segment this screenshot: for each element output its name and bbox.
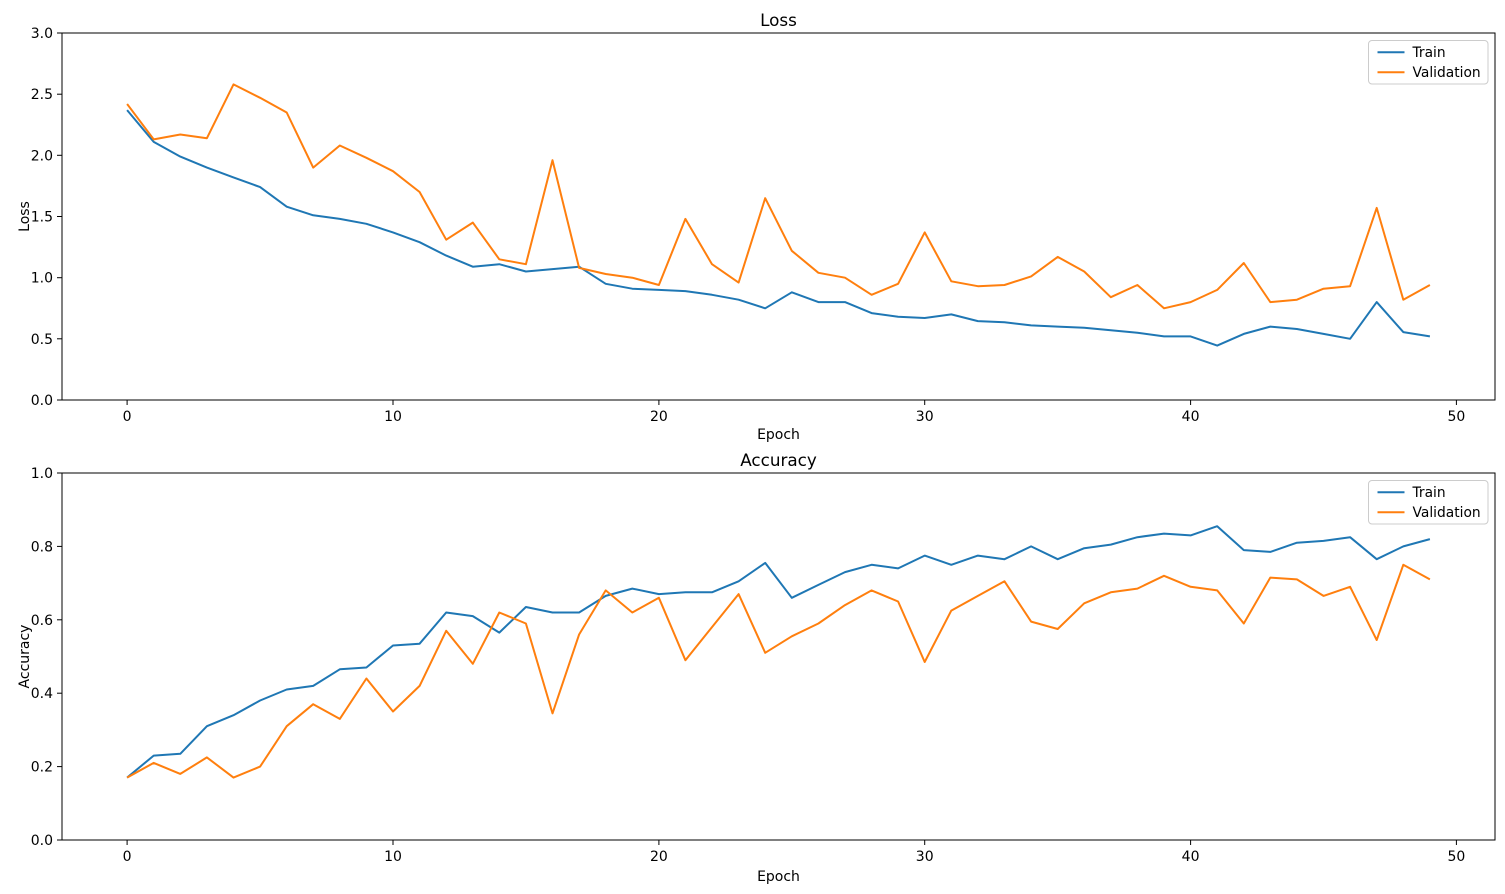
- loss-x-tick-label: 20: [650, 409, 668, 425]
- loss-x-tick-label: 40: [1182, 409, 1200, 425]
- accuracy-x-tick-label: 30: [916, 849, 934, 865]
- loss-legend-train-label: Train: [1412, 45, 1446, 61]
- accuracy-x-tick-label: 50: [1447, 849, 1465, 865]
- loss-y-tick-label: 2.5: [31, 87, 53, 103]
- loss-x-tick-label: 10: [384, 409, 402, 425]
- accuracy-y-tick-label: 0.0: [31, 833, 53, 849]
- accuracy-x-tick-label: 0: [123, 849, 132, 865]
- loss-y-axis-label: Loss: [17, 201, 33, 232]
- loss-y-tick-label: 3.0: [31, 26, 53, 42]
- loss-legend-validation-label: Validation: [1413, 65, 1481, 81]
- loss-y-tick-label: 2.0: [31, 148, 53, 164]
- accuracy-x-tick-label: 10: [384, 849, 402, 865]
- loss-train-line: [126, 109, 1431, 347]
- accuracy-y-tick-label: 0.4: [31, 686, 53, 702]
- loss-plot-border: [61, 32, 1496, 401]
- accuracy-x-tick-label: 20: [650, 849, 668, 865]
- accuracy-plot-border: [61, 472, 1496, 841]
- loss-x-tick-label: 0: [123, 409, 132, 425]
- accuracy-y-tick-label: 0.6: [31, 613, 53, 629]
- accuracy-train-line: [126, 525, 1431, 779]
- loss-y-tick-label: 1.5: [31, 210, 53, 226]
- accuracy-y-tick-label: 0.2: [31, 760, 53, 776]
- accuracy-y-axis-label: Accuracy: [17, 625, 33, 689]
- loss-x-tick-label: 50: [1447, 409, 1465, 425]
- loss-y-tick-label: 1.0: [31, 271, 53, 287]
- accuracy-legend-train-label: Train: [1412, 485, 1446, 501]
- loss-plot-area: 0 10 20 30 40 50 0.0 0.5 1.0 1.5 2.0 2.5 3.0 Train Val…: [31, 26, 1496, 425]
- accuracy-x-axis-label: Epoch: [757, 869, 800, 885]
- accuracy-x-tick-label: 40: [1182, 849, 1200, 865]
- loss-x-tick-label: 30: [916, 409, 934, 425]
- loss-y-tick-label: 0.0: [31, 393, 53, 409]
- accuracy-validation-line: [126, 563, 1431, 779]
- accuracy-plot-area: 0 10 20 30 40 50 0.0 0.2 0.4 0.6 0.8 1.0 Train Valida…: [31, 466, 1496, 865]
- accuracy-chart: Accuracy Epoch Accuracy 0 10 20 30 40 50 0.0 0.…: [17, 450, 1496, 885]
- accuracy-legend-validation-label: Validation: [1413, 505, 1481, 521]
- accuracy-y-tick-label: 0.8: [31, 539, 53, 555]
- loss-y-tick-label: 0.5: [31, 332, 53, 348]
- loss-chart-title: Loss: [760, 10, 797, 30]
- loss-chart: Loss Epoch Loss 0 10 20 30 40 50 0.0 0.5 1.0 1.5 2…: [17, 10, 1496, 443]
- loss-validation-line: [126, 83, 1431, 310]
- loss-x-axis-label: Epoch: [757, 427, 800, 443]
- accuracy-chart-title: Accuracy: [740, 450, 817, 470]
- accuracy-y-tick-label: 1.0: [31, 466, 53, 482]
